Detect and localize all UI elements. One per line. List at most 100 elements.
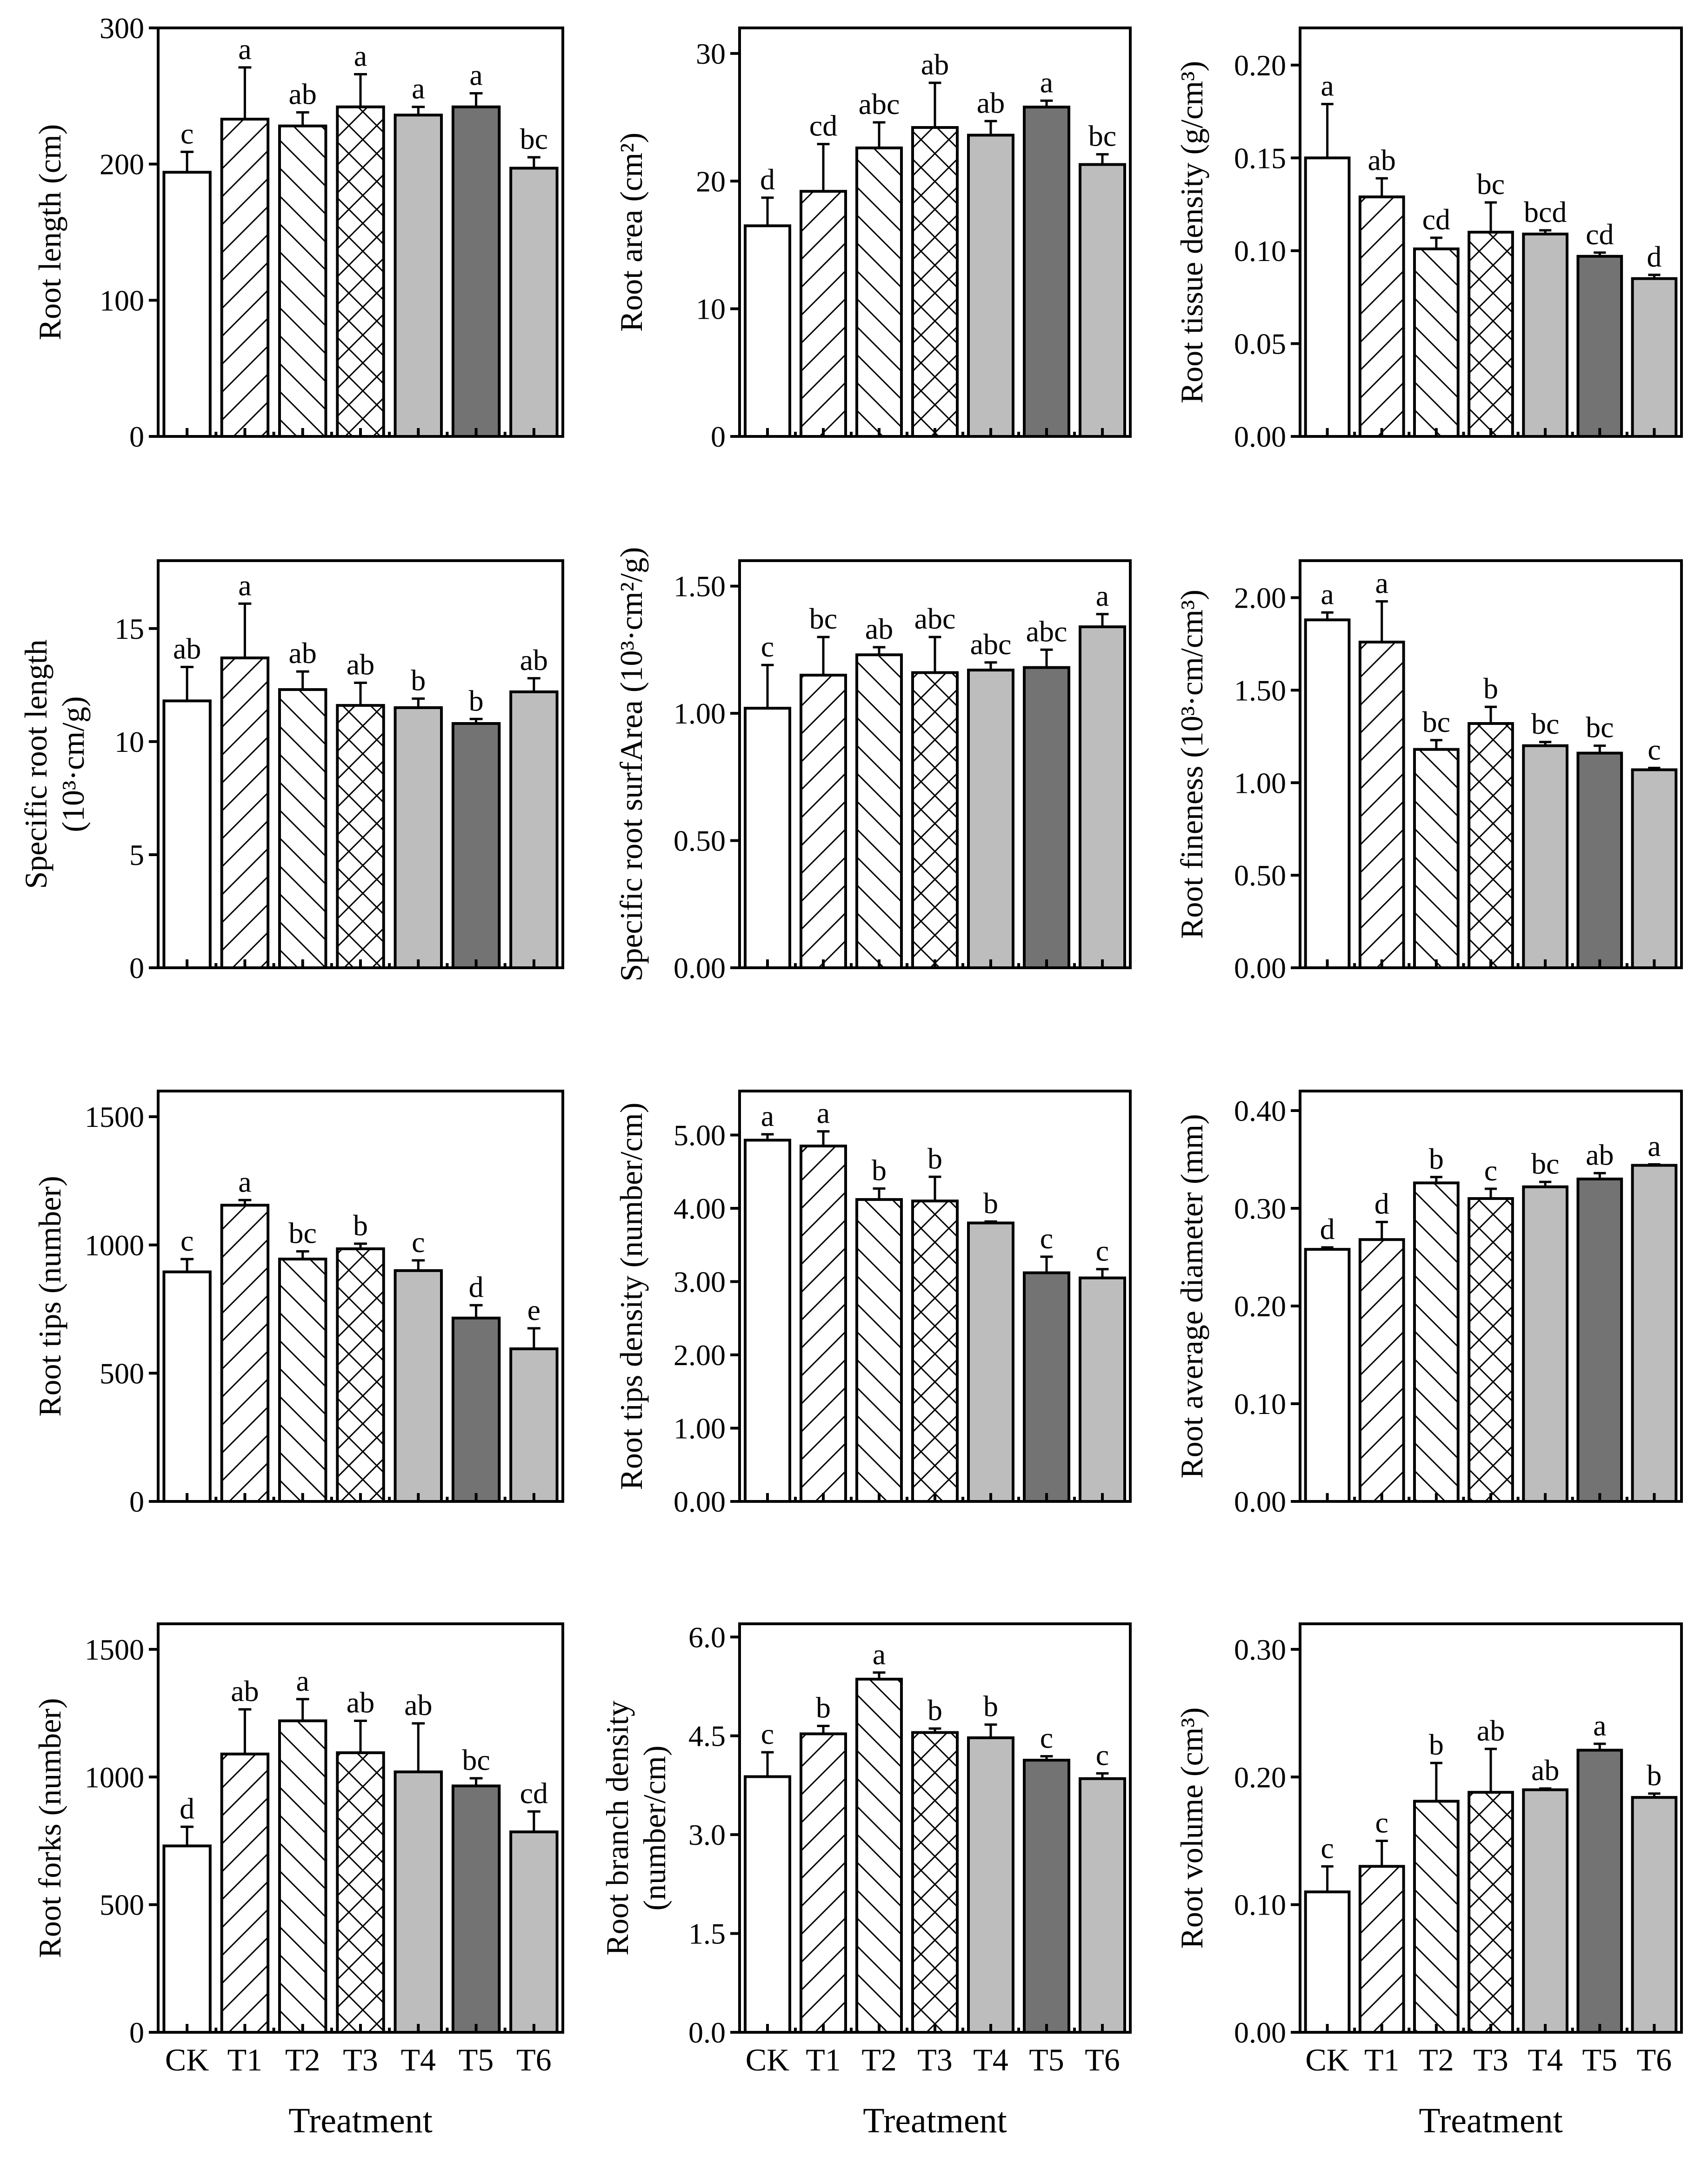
error-bar-t6 (1096, 613, 1109, 627)
significance-label: c (180, 1224, 193, 1257)
bar-t1 (220, 656, 270, 970)
y-tick-label: 15 (114, 612, 144, 645)
bar-t2 (855, 146, 903, 438)
significance-label: b (1429, 1142, 1444, 1175)
significance-label: bc (1422, 705, 1450, 738)
bar-t6 (509, 167, 559, 438)
significance-label: bc (462, 1743, 490, 1776)
plot-frame (1299, 1090, 1683, 1503)
error-bar-ck (1321, 611, 1334, 620)
error-bar-t4 (984, 1220, 997, 1223)
significance-label: cd (1586, 218, 1614, 251)
significance-label: bc (1531, 707, 1559, 740)
error-bar-t4 (984, 1723, 997, 1738)
y-tick-label: 1.50 (674, 570, 726, 603)
plot-frame (1299, 1622, 1683, 2034)
error-bar-t2 (1430, 236, 1442, 249)
y-tick-label: 0.30 (1234, 1192, 1286, 1225)
bar-t4 (967, 669, 1014, 969)
error-bar-t3 (354, 73, 367, 107)
y-tick-label: 5 (129, 838, 144, 871)
bar-t4 (1522, 1788, 1568, 2034)
y-axis-label: Root average diameter (mm) (1174, 1114, 1209, 1479)
bar-t6 (1631, 277, 1678, 438)
bar-t3 (336, 1247, 385, 1503)
significance-label: d (1374, 1187, 1389, 1220)
significance-label: ab (289, 77, 317, 110)
y-axis-label: Root forks (number) (32, 1698, 67, 1958)
error-bar-ck (180, 150, 194, 173)
error-bar-t2 (873, 1671, 886, 1679)
error-bar-ck (180, 665, 194, 701)
bar-ck (1304, 618, 1351, 969)
bar-t5 (1023, 1759, 1070, 2034)
category-label: T5 (459, 2042, 494, 2077)
error-bar-t2 (296, 1698, 309, 1721)
error-bar-t3 (1484, 1187, 1497, 1199)
bar-t1 (220, 1752, 270, 2034)
y-tick-label: 0.20 (1234, 49, 1286, 82)
significance-label: a (296, 1664, 309, 1697)
error-bar-t4 (412, 1259, 425, 1271)
bar-t3 (1468, 231, 1514, 438)
plot-frame (1299, 559, 1683, 969)
bar-t2 (278, 1258, 327, 1503)
error-bar-t4 (984, 661, 997, 670)
error-bar-t1 (238, 1708, 252, 1754)
plot-frame (738, 1622, 1132, 2034)
significance-label: ab (404, 1688, 432, 1722)
y-tick-label: 0 (129, 2016, 144, 2049)
category-label: T3 (1473, 2042, 1508, 2077)
significance-label: c (412, 1226, 425, 1259)
error-bar-t3 (928, 1175, 941, 1201)
significance-label: ab (1531, 1754, 1559, 1787)
category-label: T4 (973, 2042, 1008, 2077)
significance-label: cd (520, 1776, 548, 1809)
significance-label: ab (231, 1675, 259, 1708)
y-tick-label: 0 (129, 420, 144, 453)
bar-t4 (394, 114, 443, 438)
y-tick-label: 2.00 (1234, 582, 1286, 615)
x-axis-label: Treatment (1419, 2101, 1563, 2140)
bar-t4 (1522, 744, 1568, 970)
y-tick-label: 4.00 (674, 1192, 726, 1225)
y-tick-label: 100 (100, 284, 144, 317)
y-tick-label: 0.05 (1234, 327, 1286, 360)
y-tick-label: 10 (114, 725, 144, 758)
error-bar-t4 (412, 697, 425, 708)
error-bar-ck (1321, 103, 1334, 158)
significance-label: a (1040, 66, 1053, 99)
significance-label: ab (977, 86, 1005, 119)
error-bar-t1 (817, 1725, 830, 1734)
y-tick-label: 3.0 (688, 1818, 726, 1851)
bar-t3 (336, 704, 385, 969)
bar-t1 (1358, 1238, 1405, 1503)
significance-label: a (1648, 1130, 1661, 1163)
significance-label: bc (809, 602, 837, 635)
error-bar-ck (761, 663, 774, 709)
y-tick-label: 1000 (85, 1761, 144, 1794)
significance-label: a (1593, 1709, 1606, 1742)
bar-t5 (451, 1316, 501, 1503)
bar-t2 (855, 1198, 903, 1503)
significance-label: abc (859, 87, 900, 121)
bar-t3 (1468, 1197, 1514, 1503)
error-bar-t5 (469, 717, 483, 723)
error-bar-t3 (928, 1727, 941, 1733)
plot-frame (738, 559, 1132, 969)
x-axis-label: Treatment (288, 2101, 433, 2140)
error-bar-t1 (238, 66, 252, 120)
y-tick-label: 0.50 (1234, 859, 1286, 892)
error-bar-t5 (469, 92, 483, 107)
bar-t2 (855, 653, 903, 969)
category-label: T6 (1637, 2042, 1672, 2077)
significance-label: d (1320, 1212, 1335, 1246)
error-bar-t5 (1040, 99, 1053, 107)
bar-t4 (967, 1221, 1014, 1503)
category-label: T6 (1085, 2042, 1120, 2077)
significance-label: ab (1477, 1714, 1505, 1747)
error-bar-t2 (1430, 1176, 1442, 1183)
